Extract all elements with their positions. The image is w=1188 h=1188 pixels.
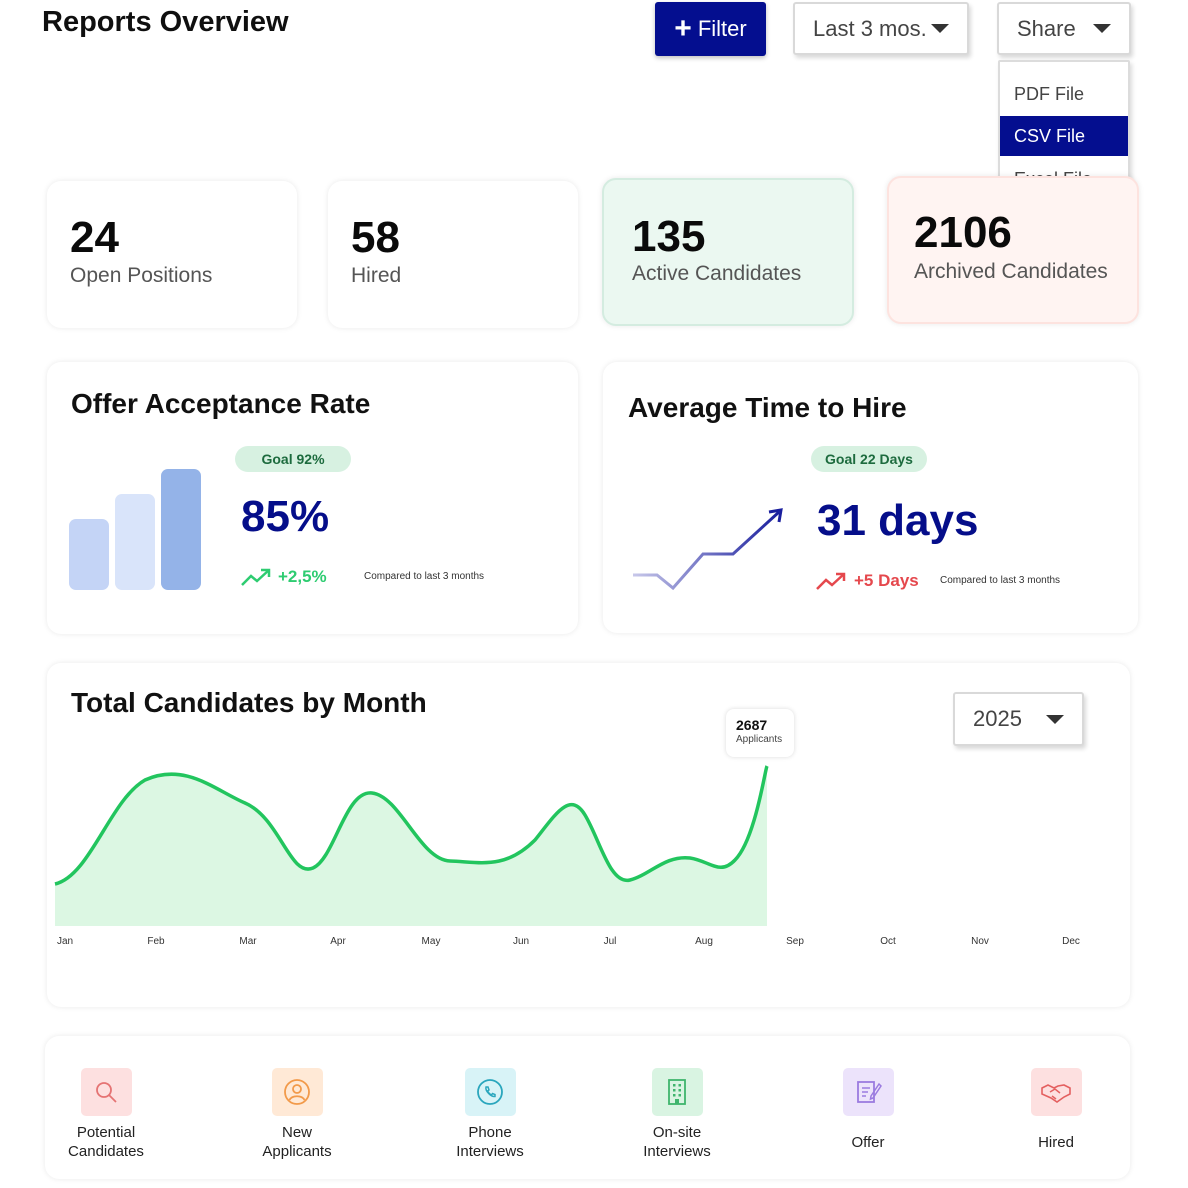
pipeline-stages-card xyxy=(45,1036,1130,1179)
stage-label: Offer xyxy=(851,1134,885,1151)
share-select[interactable]: Share xyxy=(997,2,1131,55)
time-to-hire-delta: +5 Days xyxy=(854,571,919,590)
time-to-hire-title: Average Time to Hire xyxy=(628,392,907,423)
search-icon xyxy=(80,1068,132,1116)
offer-acceptance-card: Offer Acceptance Rate Goal 92% 85% +2,5%… xyxy=(47,362,578,634)
chart-tooltip: 2687 Applicants xyxy=(726,709,794,757)
user-icon xyxy=(271,1068,323,1116)
compare-note: Compared to last 3 months xyxy=(940,575,1061,586)
kpi-label: Open Positions xyxy=(70,264,213,287)
x-tick-label-jan: Jan xyxy=(56,936,74,947)
stage-offer[interactable]: Offer xyxy=(798,1068,938,1152)
stage-new-applicants[interactable]: New Applicants xyxy=(227,1068,367,1161)
x-tick-label-aug: Aug xyxy=(695,936,713,947)
offer-acceptance-title: Offer Acceptance Rate xyxy=(71,388,371,419)
x-tick-label-jul: Jul xyxy=(603,936,617,947)
kpi-value: 58 xyxy=(351,213,400,262)
tooltip-value: 2687 xyxy=(736,717,768,733)
kpi-label: Hired xyxy=(351,264,402,287)
handshake-icon xyxy=(1030,1068,1082,1116)
filter-button[interactable]: + Filter xyxy=(655,2,766,56)
x-tick-label-may: May xyxy=(421,936,441,947)
stage-label: New Applicants xyxy=(262,1124,332,1160)
stage-label: Hired xyxy=(1038,1134,1074,1151)
kpi-value: 2106 xyxy=(914,208,1012,257)
bar-chart-icon xyxy=(69,469,201,590)
caret-down-icon xyxy=(1093,24,1111,33)
x-tick-label-sep: Sep xyxy=(786,936,804,947)
x-tick-label-mar: Mar xyxy=(239,936,257,947)
x-tick-label-nov: Nov xyxy=(971,936,989,947)
building-icon xyxy=(651,1068,703,1116)
stage-label: Potential Candidates xyxy=(68,1124,144,1160)
share-select-label: Share xyxy=(1017,15,1076,41)
plus-icon: + xyxy=(674,12,692,45)
tooltip-label: Applicants xyxy=(736,734,783,745)
kpi-label: Active Candidates xyxy=(632,262,802,285)
offer-acceptance-value: 85% xyxy=(241,492,330,541)
stage-phone-interviews[interactable]: Phone Interviews xyxy=(420,1068,560,1161)
stage-hired[interactable]: Hired xyxy=(986,1068,1126,1152)
x-tick-label-oct: Oct xyxy=(880,936,896,947)
kpi-card-open-positions: 24 Open Positions xyxy=(47,181,297,328)
trend-line-graphic xyxy=(633,508,783,591)
period-select-value: Last 3 mos. xyxy=(813,15,927,41)
x-tick-label-feb: Feb xyxy=(147,936,165,947)
stage-onsite-interviews[interactable]: On-site Interviews xyxy=(607,1068,747,1161)
year-select-value: 2025 xyxy=(973,706,1022,731)
goal-badge: Goal 92% xyxy=(235,446,351,472)
time-to-hire-value: 31 days xyxy=(817,496,979,545)
trend-up-icon xyxy=(241,568,271,586)
document-edit-icon xyxy=(842,1068,894,1116)
phone-icon xyxy=(464,1068,516,1116)
goal-badge: Goal 22 Days xyxy=(811,446,927,472)
compare-note: Compared to last 3 months xyxy=(364,571,485,582)
x-tick-label-apr: Apr xyxy=(330,936,346,947)
caret-down-icon xyxy=(931,24,949,33)
x-tick-label-dec: Dec xyxy=(1062,936,1080,947)
trend-up-icon xyxy=(816,572,846,590)
stage-label: Phone Interviews xyxy=(456,1124,524,1160)
kpi-value: 135 xyxy=(632,212,706,261)
menu-item-pdf[interactable]: PDF File xyxy=(1014,83,1085,104)
time-to-hire-card: Average Time to Hire Goal 22 Days 31 day… xyxy=(603,362,1138,633)
kpi-card-archived-candidates: 2106 Archived Candidates xyxy=(887,176,1139,324)
kpi-label: Archived Candidates xyxy=(914,260,1108,283)
stage-label: On-site Interviews xyxy=(643,1124,711,1160)
year-select[interactable]: 2025 xyxy=(953,692,1084,746)
period-select[interactable]: Last 3 mos. xyxy=(793,2,969,55)
page-title: Reports Overview xyxy=(42,6,289,38)
chart-title: Total Candidates by Month xyxy=(71,687,427,718)
offer-acceptance-delta: +2,5% xyxy=(278,567,327,586)
caret-down-icon xyxy=(1046,714,1064,724)
kpi-card-active-candidates: 135 Active Candidates xyxy=(602,178,854,326)
kpi-card-hired: 58 Hired xyxy=(328,181,578,328)
x-tick-label-jun: Jun xyxy=(512,936,530,947)
kpi-value: 24 xyxy=(70,213,119,262)
menu-item-csv[interactable]: CSV File xyxy=(1000,116,1128,156)
stage-potential-candidates[interactable]: Potential Candidates xyxy=(36,1068,176,1161)
filter-button-label: Filter xyxy=(697,16,747,41)
